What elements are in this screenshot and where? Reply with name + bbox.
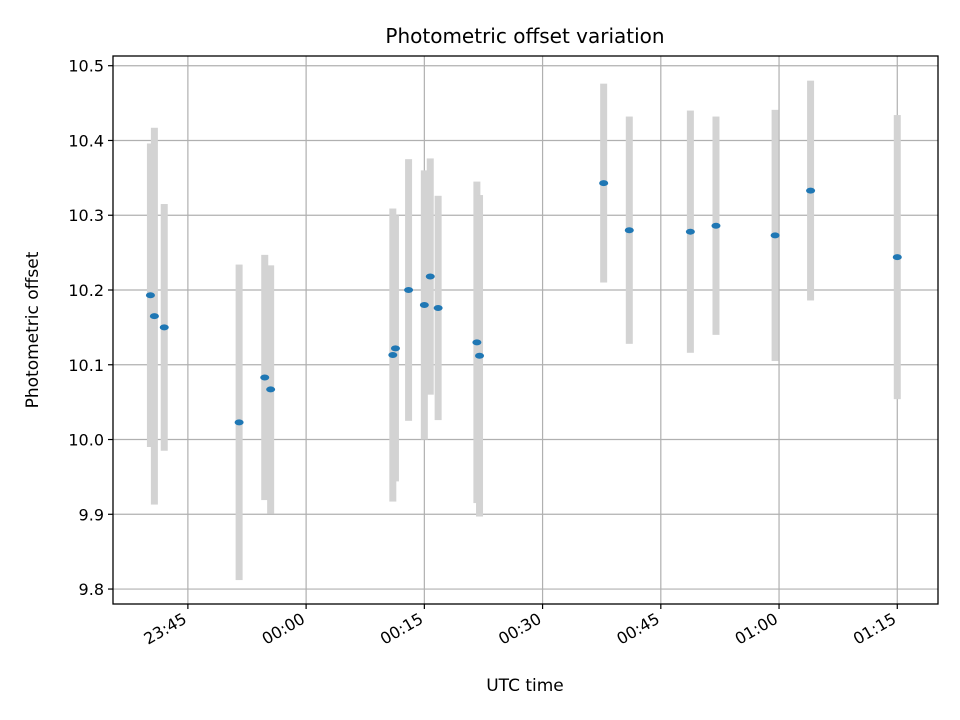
chart-title: Photometric offset variation <box>385 24 664 48</box>
data-point <box>892 254 902 261</box>
y-tick-label: 9.9 <box>79 505 104 524</box>
data-point <box>711 222 721 229</box>
data-point <box>475 352 485 359</box>
data-point <box>624 227 634 234</box>
y-tick-label: 10.2 <box>68 281 104 300</box>
data-point <box>266 386 276 393</box>
x-axis-label: UTC time <box>486 676 564 696</box>
data-point <box>388 352 398 359</box>
data-point <box>260 374 270 381</box>
data-point <box>390 345 400 352</box>
data-points <box>145 180 902 426</box>
data-point <box>149 313 159 320</box>
data-point <box>419 301 429 308</box>
y-axis-label: Photometric offset <box>23 251 43 408</box>
data-point <box>425 273 435 280</box>
data-point <box>404 287 414 294</box>
y-tick-label: 10.1 <box>68 356 104 375</box>
data-point <box>770 232 780 239</box>
data-point <box>806 187 816 194</box>
y-tick-label: 10.5 <box>68 57 104 76</box>
data-point <box>472 339 482 346</box>
y-tick-label: 10.3 <box>68 206 104 225</box>
data-point <box>599 180 609 187</box>
data-point <box>433 304 443 311</box>
y-tick-label: 10.0 <box>68 431 104 450</box>
y-tick-label: 9.8 <box>79 580 104 599</box>
data-point <box>145 292 155 299</box>
data-point <box>159 324 169 331</box>
data-point <box>234 419 244 426</box>
data-point <box>685 228 695 235</box>
y-axis: 9.8 9.9 10.0 10.1 10.2 10.3 10.4 10.5 <box>68 57 113 599</box>
plot-frame <box>112 55 939 605</box>
y-tick-label: 10.4 <box>68 131 104 150</box>
